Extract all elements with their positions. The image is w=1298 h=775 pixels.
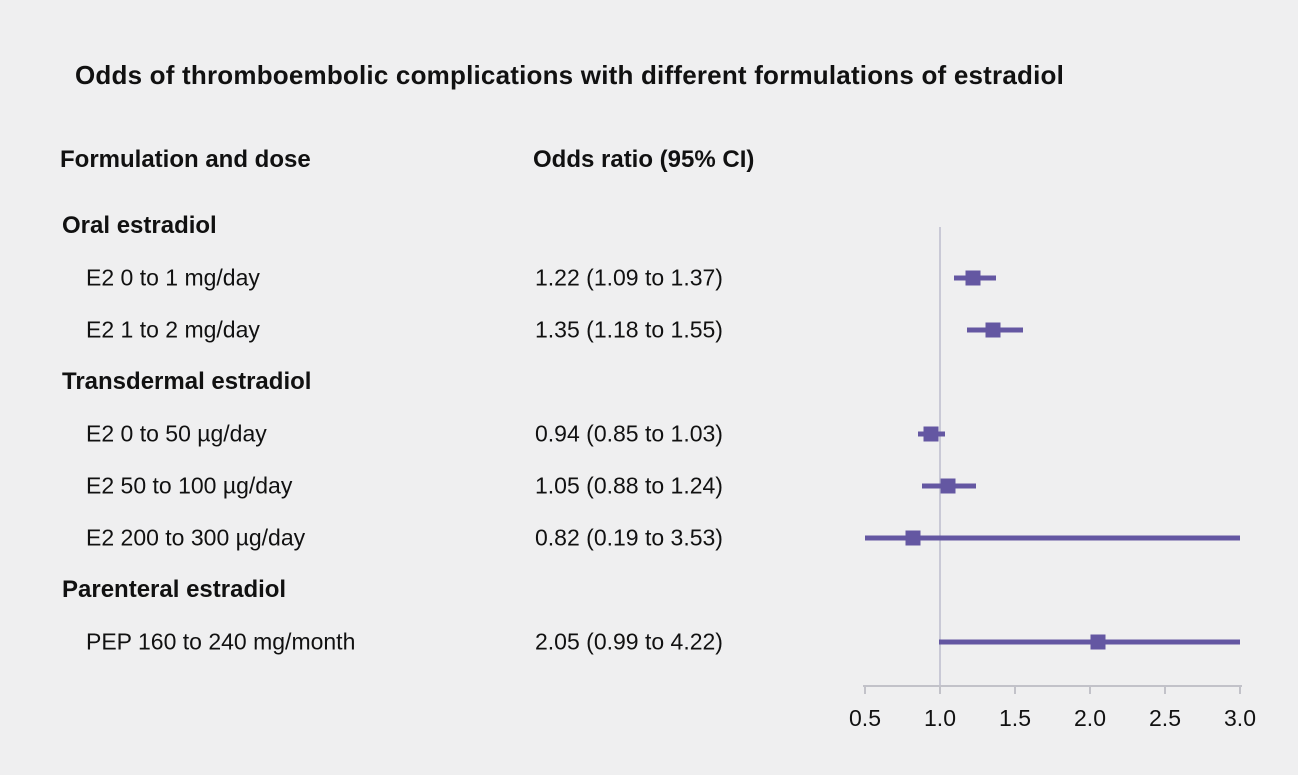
reference-line-at-1	[939, 227, 941, 686]
ci-plot-cell	[865, 616, 1240, 668]
ci-plot-cell	[865, 304, 1240, 356]
row-label: PEP 160 to 240 mg/month	[86, 628, 356, 655]
group-label: Parenteral estradiol	[62, 576, 287, 603]
confidence-interval-line	[865, 535, 1240, 541]
x-tick-mark	[1089, 687, 1091, 694]
ci-plot-cell	[865, 408, 1240, 460]
estimate-text: 1.35 (1.18 to 1.55)	[535, 316, 723, 343]
estimate-text: 0.94 (0.85 to 1.03)	[535, 420, 723, 447]
row-label: E2 50 to 100 µg/day	[86, 472, 293, 499]
x-tick-mark	[1239, 687, 1241, 694]
x-axis-tick-marks	[864, 687, 1241, 695]
x-tick-mark	[1014, 687, 1016, 694]
column-header-odds-ratio: Odds ratio (95% CI)	[533, 146, 755, 173]
x-tick-label: 1.5	[999, 705, 1031, 731]
row-label: E2 0 to 50 µg/day	[86, 420, 267, 447]
x-axis-tick-labels: 0.5 1.0 1.5 2.0 2.5 3.0	[849, 705, 1256, 735]
row-label: E2 0 to 1 mg/day	[86, 264, 260, 291]
x-tick-label: 3.0	[1224, 705, 1256, 731]
group-label: Oral estradiol	[62, 212, 217, 239]
odds-ratio-marker	[985, 322, 1000, 338]
ci-plot-cell	[865, 512, 1240, 564]
x-tick-label: 1.0	[924, 705, 956, 731]
column-header-formulation: Formulation and dose	[60, 146, 311, 173]
estimate-text: 0.82 (0.19 to 3.53)	[535, 524, 723, 551]
estimate-text: 1.22 (1.09 to 1.37)	[535, 264, 723, 291]
x-axis-line	[863, 685, 1242, 687]
group-row: Parenteral estradiol	[0, 564, 1298, 616]
forest-rows: Oral estradiol E2 0 to 1 mg/day 1.22 (1.09…	[0, 200, 1298, 668]
estimate-text: 2.05 (0.99 to 4.22)	[535, 628, 723, 655]
x-tick-mark	[1164, 687, 1166, 694]
odds-ratio-marker	[905, 530, 921, 546]
x-tick-label: 2.5	[1149, 705, 1181, 731]
data-row: E2 200 to 300 µg/day 0.82 (0.19 to 3.53)	[0, 512, 1298, 564]
odds-ratio-marker	[940, 478, 955, 494]
row-label: E2 200 to 300 µg/day	[86, 524, 306, 551]
data-row: E2 50 to 100 µg/day 1.05 (0.88 to 1.24)	[0, 460, 1298, 512]
data-row: E2 1 to 2 mg/day 1.35 (1.18 to 1.55)	[0, 304, 1298, 356]
data-row: E2 0 to 1 mg/day 1.22 (1.09 to 1.37)	[0, 252, 1298, 304]
odds-ratio-marker	[1090, 634, 1105, 650]
row-label: E2 1 to 2 mg/day	[86, 316, 260, 343]
confidence-interval-line	[938, 639, 1240, 645]
data-row: E2 0 to 50 µg/day 0.94 (0.85 to 1.03)	[0, 408, 1298, 460]
odds-ratio-marker	[923, 426, 939, 442]
data-row: PEP 160 to 240 mg/month 2.05 (0.99 to 4.2…	[0, 616, 1298, 668]
group-row: Oral estradiol	[0, 200, 1298, 252]
group-row: Transdermal estradiol	[0, 356, 1298, 408]
x-tick-label: 2.0	[1074, 705, 1106, 731]
chart-title: Odds of thromboembolic complications wit…	[75, 60, 1065, 90]
odds-ratio-marker	[965, 270, 981, 286]
x-tick-mark	[864, 687, 866, 694]
ci-plot-cell	[865, 460, 1240, 512]
x-tick-mark	[939, 687, 941, 694]
x-tick-label: 0.5	[849, 705, 881, 731]
ci-plot-cell	[865, 252, 1240, 304]
group-label: Transdermal estradiol	[62, 368, 312, 395]
estimate-text: 1.05 (0.88 to 1.24)	[535, 472, 723, 499]
